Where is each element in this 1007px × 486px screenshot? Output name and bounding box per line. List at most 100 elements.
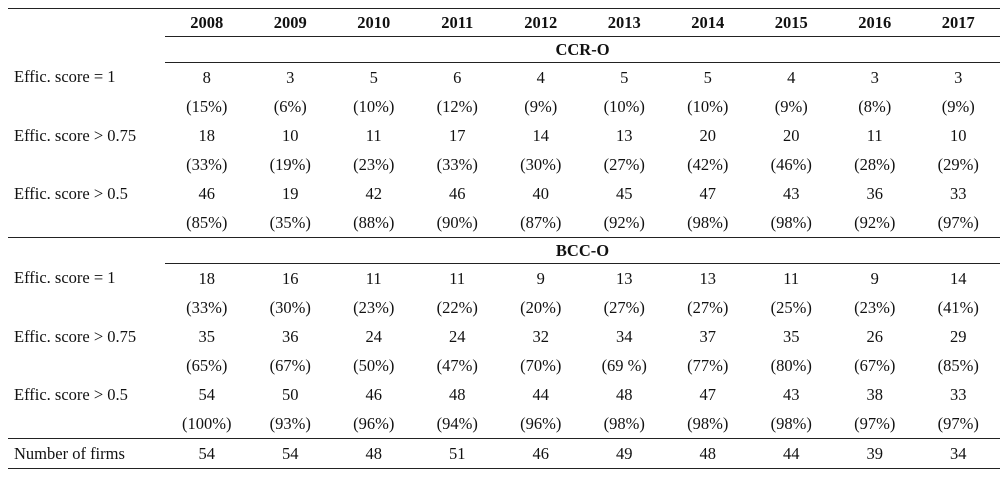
count-cell: 36 <box>282 326 299 346</box>
count-cell: 4 <box>787 67 796 87</box>
percent-cell: (88%) <box>353 212 395 232</box>
year-header: 2012 <box>499 8 583 37</box>
count-cell: 13 <box>616 125 633 145</box>
count-cell: 33 <box>950 384 967 404</box>
percent-cell: (96%) <box>353 413 395 433</box>
count-row: Effic. score > 0.5 54 50 46 48 44 48 47 43 38 33 <box>8 380 1000 409</box>
count-row: Effic. score > 0.75 35 36 24 24 32 34 37 35 26 29 <box>8 322 1000 351</box>
percent-cell: (27%) <box>687 297 729 317</box>
count-cell: 11 <box>866 125 883 145</box>
percent-cell: (25%) <box>770 297 812 317</box>
count-cell: 5 <box>703 67 712 87</box>
percent-cell: (23%) <box>854 297 896 317</box>
count-cell: 47 <box>699 384 717 404</box>
count-cell: 36 <box>866 183 884 203</box>
percent-cell: (65%) <box>186 355 228 375</box>
count-cell: 42 <box>365 183 383 203</box>
count-cell: 4 <box>536 67 545 87</box>
year-header: 2017 <box>916 8 1000 37</box>
count-cell: 54 <box>198 384 216 404</box>
count-cell: 46 <box>198 183 216 203</box>
count-cell: 35 <box>198 326 216 346</box>
section-title: BCC-O <box>165 237 1000 264</box>
percent-row: (100%) (93%) (96%) (94%) (96%) (98%) (98%) (98%… <box>8 409 1000 439</box>
count-cell: 20 <box>783 125 800 145</box>
percent-cell: (90%) <box>436 212 478 232</box>
row-label: Effic. score > 0.5 <box>14 384 128 404</box>
percent-row-blank <box>8 293 165 322</box>
count-cell: 37 <box>699 326 717 346</box>
count-cell: 3 <box>870 67 879 87</box>
percent-row-blank <box>8 409 165 439</box>
percent-cell: (77%) <box>687 355 729 375</box>
count-cell: 6 <box>453 67 462 87</box>
count-cell: 11 <box>365 125 382 145</box>
percent-cell: (28%) <box>854 154 896 174</box>
percent-cell: (50%) <box>353 355 395 375</box>
percent-cell: (9%) <box>941 96 975 116</box>
count-cell: 18 <box>198 125 216 145</box>
percent-cell: (97%) <box>854 413 896 433</box>
firms-count-cell: 44 <box>749 438 833 469</box>
count-cell: 10 <box>950 125 967 145</box>
count-cell: 3 <box>954 67 963 87</box>
count-cell: 9 <box>870 268 879 288</box>
count-cell: 47 <box>699 183 717 203</box>
percent-cell: (67%) <box>269 355 311 375</box>
year-header: 2016 <box>833 8 917 37</box>
percent-row-blank <box>8 351 165 380</box>
percent-cell: (98%) <box>770 413 812 433</box>
count-cell: 43 <box>783 183 800 203</box>
section-header-blank <box>8 237 165 264</box>
count-cell: 43 <box>783 384 800 404</box>
year-header: 2013 <box>582 8 666 37</box>
count-cell: 9 <box>536 268 545 288</box>
count-cell: 11 <box>449 268 466 288</box>
percent-cell: (30%) <box>520 154 562 174</box>
percent-cell: (10%) <box>603 96 645 116</box>
count-cell: 19 <box>282 183 299 203</box>
percent-cell: (92%) <box>854 212 896 232</box>
count-row: Effic. score = 1 18 16 11 11 9 13 13 11 9 14 <box>8 264 1000 294</box>
count-cell: 38 <box>866 384 884 404</box>
percent-cell: (98%) <box>603 413 645 433</box>
percent-row-blank <box>8 150 165 179</box>
count-cell: 14 <box>950 268 967 288</box>
firms-count-cell: 51 <box>415 438 499 469</box>
percent-cell: (33%) <box>186 154 228 174</box>
percent-cell: (42%) <box>687 154 729 174</box>
firms-count-cell: 48 <box>332 438 416 469</box>
count-cell: 33 <box>950 183 967 203</box>
percent-row: (15%) (6%) (10%) (12%) (9%) (10%) (10%) (9%) (8%… <box>8 92 1000 121</box>
percent-cell: (98%) <box>687 212 729 232</box>
percent-row: (85%) (35%) (88%) (90%) (87%) (92%) (98%) (98%)… <box>8 208 1000 238</box>
count-cell: 48 <box>449 384 466 404</box>
percent-cell: (85%) <box>186 212 228 232</box>
percent-row: (33%) (19%) (23%) (33%) (30%) (27%) (42%) (46%)… <box>8 150 1000 179</box>
count-cell: 3 <box>286 67 295 87</box>
count-cell: 26 <box>866 326 884 346</box>
percent-cell: (27%) <box>603 154 645 174</box>
percent-cell: (92%) <box>603 212 645 232</box>
percent-cell: (9%) <box>524 96 558 116</box>
count-cell: 5 <box>369 67 378 87</box>
count-cell: 11 <box>365 268 382 288</box>
count-cell: 14 <box>532 125 550 145</box>
section-header-row: CCR-O <box>8 36 1000 63</box>
percent-cell: (96%) <box>520 413 562 433</box>
section-header-row: BCC-O <box>8 237 1000 264</box>
year-header: 2009 <box>248 8 332 37</box>
count-cell: 45 <box>616 183 633 203</box>
count-cell: 44 <box>532 384 550 404</box>
count-cell: 29 <box>950 326 967 346</box>
percent-cell: (41%) <box>937 297 979 317</box>
percent-cell: (94%) <box>436 413 478 433</box>
percent-cell: (20%) <box>520 297 562 317</box>
percent-cell: (98%) <box>687 413 729 433</box>
count-cell: 46 <box>365 384 383 404</box>
section-title: CCR-O <box>165 36 1000 63</box>
percent-row-blank <box>8 208 165 238</box>
percent-cell: (46%) <box>770 154 812 174</box>
count-cell: 32 <box>532 326 550 346</box>
percent-cell: (85%) <box>937 355 979 375</box>
